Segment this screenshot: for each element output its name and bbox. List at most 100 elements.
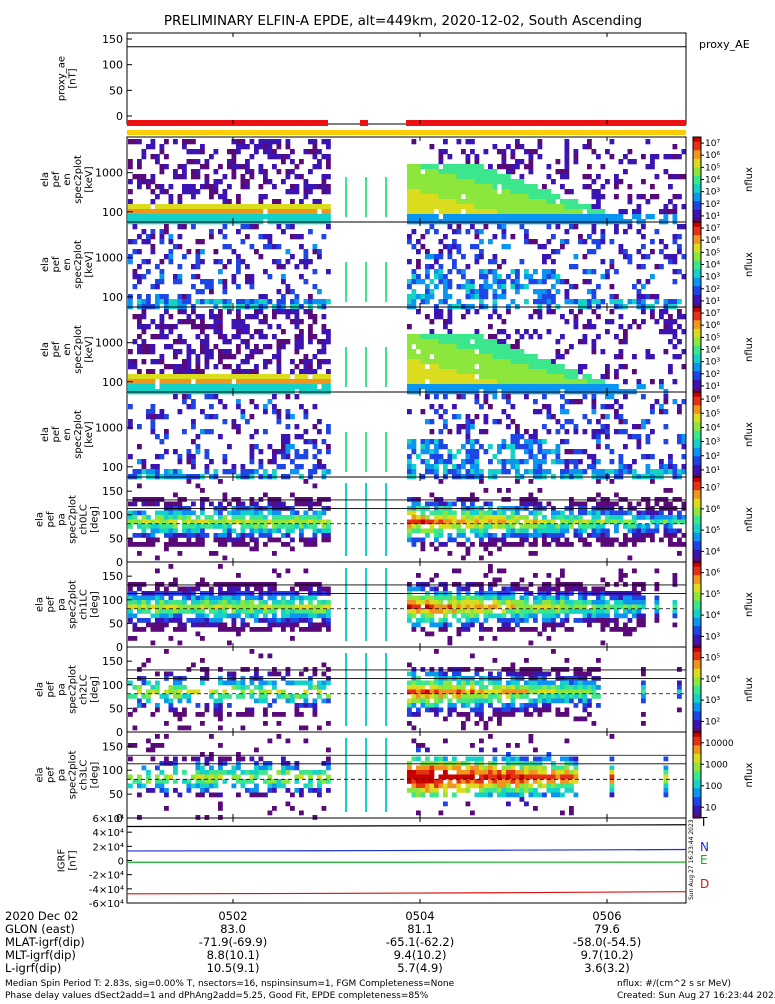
heatmap-cell: [614, 384, 619, 389]
heatmap-cell: [542, 404, 547, 409]
heatmap-spike: [385, 432, 387, 472]
heatmap-cell: [452, 344, 457, 349]
heatmap-cell: [425, 349, 430, 354]
heatmap-cell: [268, 582, 273, 587]
heatmap-cell: [200, 623, 205, 628]
heatmap-cell: [488, 349, 493, 354]
heatmap-cell: [313, 249, 318, 254]
heatmap-cell: [421, 600, 426, 605]
heatmap-cell: [425, 459, 430, 464]
heatmap-cell: [479, 274, 484, 279]
heatmap-cell: [178, 502, 183, 507]
heatmap-cell: [637, 194, 642, 199]
heatmap-cell: [430, 164, 435, 169]
heatmap-cell: [583, 364, 588, 369]
heatmap-cell: [425, 189, 430, 194]
heatmap-cell: [164, 299, 169, 304]
heatmap-cell: [151, 374, 156, 379]
heatmap-cell: [668, 538, 673, 543]
heatmap-cell: [488, 551, 493, 556]
heatmap-cell: [524, 164, 529, 169]
heatmap-cell: [677, 542, 682, 547]
heatmap-cell: [560, 334, 565, 339]
heatmap-cell: [173, 349, 178, 354]
heatmap-cell: [421, 294, 426, 299]
heatmap-cell: [488, 189, 493, 194]
heatmap-cell: [533, 464, 538, 469]
heatmap-cell: [578, 369, 583, 374]
heatmap-cell: [421, 359, 426, 364]
heatmap-cell: [182, 294, 187, 299]
heatmap-cell: [448, 309, 453, 314]
heatmap-cell: [664, 464, 669, 469]
heatmap-cell: [173, 529, 178, 534]
heatmap-cell: [574, 209, 579, 214]
heatmap-cell: [533, 204, 538, 209]
heatmap-cell: [187, 374, 192, 379]
heatmap-cell: [425, 194, 430, 199]
heatmap-cell: [529, 444, 534, 449]
heatmap-cell: [196, 274, 201, 279]
heatmap-cell: [502, 542, 507, 547]
heatmap-cell: [470, 194, 475, 199]
heatmap-cell: [592, 189, 597, 194]
heatmap-cell: [448, 279, 453, 284]
heatmap-cell: [506, 179, 511, 184]
heatmap-cell: [133, 314, 138, 319]
heatmap-cell: [277, 154, 282, 159]
heatmap-cell: [443, 409, 448, 414]
heatmap-cell: [178, 511, 183, 516]
heatmap-cell: [569, 224, 574, 229]
heatmap-cell: [227, 524, 232, 529]
heatmap-cell: [623, 249, 628, 254]
heatmap-cell: [430, 204, 435, 209]
heatmap-cell: [488, 374, 493, 379]
y-axis-label-line: spec2plot: [73, 240, 84, 289]
heatmap-cell: [574, 464, 579, 469]
heatmap-cell: [232, 627, 237, 632]
heatmap-cell: [430, 379, 435, 384]
heatmap-cell: [313, 627, 318, 632]
heatmap-cell: [326, 497, 331, 502]
heatmap-cell: [295, 339, 300, 344]
heatmap-cell: [196, 533, 201, 538]
heatmap-cell: [628, 159, 633, 164]
heatmap-cell: [439, 184, 444, 189]
heatmap-cell: [569, 204, 574, 209]
heatmap-cell: [592, 209, 597, 214]
heatmap-cell: [524, 533, 529, 538]
heatmap-cell: [434, 469, 439, 474]
heatmap-cell: [479, 239, 484, 244]
heatmap-cell: [155, 434, 160, 439]
heatmap-cell: [551, 459, 556, 464]
heatmap-cell: [551, 194, 556, 199]
heatmap-cell: [466, 344, 471, 349]
heatmap-cell: [506, 384, 511, 389]
heatmap-cell: [502, 199, 507, 204]
heatmap-cell: [196, 369, 201, 374]
heatmap-cell: [236, 209, 241, 214]
heatmap-cell: [565, 374, 570, 379]
heatmap-cell: [583, 184, 588, 189]
heatmap-cell: [574, 424, 579, 429]
heatmap-cell: [146, 209, 151, 214]
heatmap-cell: [538, 444, 543, 449]
heatmap-cell: [443, 204, 448, 209]
heatmap-cell: [502, 179, 507, 184]
heatmap-cell: [619, 404, 624, 409]
heatmap-cell: [641, 284, 646, 289]
heatmap-cell: [164, 379, 169, 384]
region-bar-red: [127, 120, 328, 126]
heatmap-cell: [313, 284, 318, 289]
heatmap-cell: [182, 515, 187, 520]
heatmap-cell: [542, 364, 547, 369]
heatmap-cell: [245, 623, 250, 628]
heatmap-cell: [272, 449, 277, 454]
heatmap-cell: [209, 209, 214, 214]
heatmap-cell: [191, 419, 196, 424]
heatmap-cell: [326, 429, 331, 434]
heatmap-cell: [326, 627, 331, 632]
heatmap-cell: [277, 515, 282, 520]
heatmap-cell: [484, 419, 489, 424]
heatmap-cell: [281, 279, 286, 284]
